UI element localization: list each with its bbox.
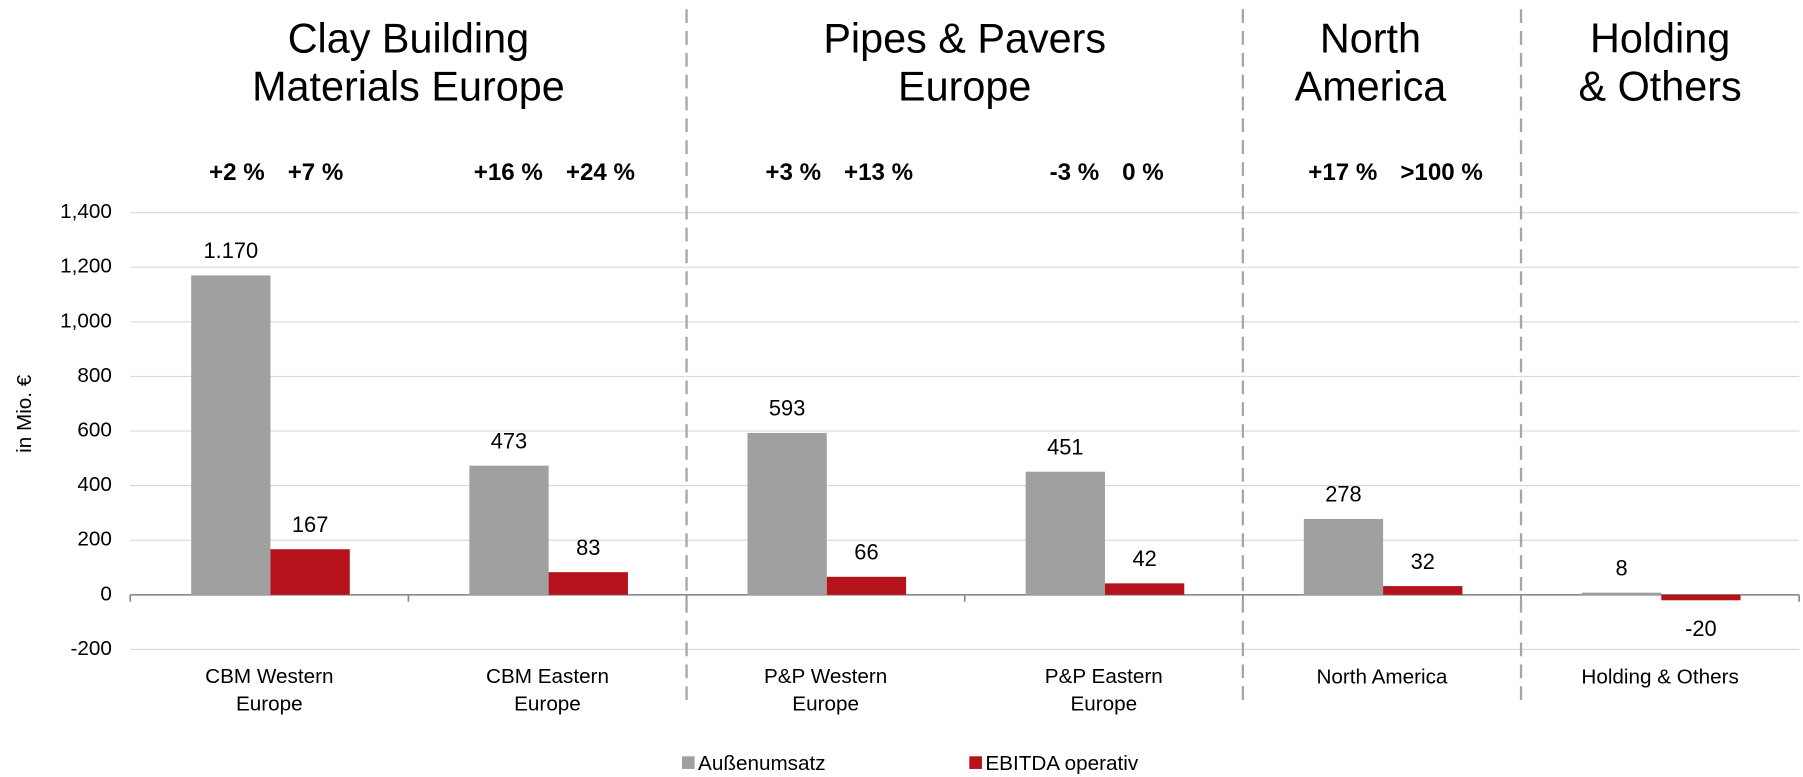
y-tick-label: 800	[77, 364, 111, 387]
growth-label: 0 %	[1122, 159, 1164, 186]
bar	[1104, 583, 1185, 595]
bar	[826, 576, 907, 595]
value-label: 32	[1411, 549, 1435, 574]
value-label: 66	[854, 540, 878, 565]
y-tick-label: 0	[100, 582, 112, 605]
x-tick-label: Holding & Others	[1581, 666, 1738, 689]
value-label: 278	[1325, 482, 1361, 507]
bar	[1383, 586, 1463, 595]
y-tick-label: -200	[70, 637, 111, 660]
x-tick-label: CBM Eastern Europe	[486, 666, 609, 717]
value-label: 593	[769, 396, 805, 421]
group-title: Pipes & Pavers Europe	[823, 15, 1106, 109]
y-tick-label: 1,400	[60, 200, 112, 223]
group-title: North America	[1295, 15, 1447, 109]
growth-label: +13 %	[844, 159, 913, 186]
bar	[191, 275, 271, 595]
x-tick-label: P&P Eastern Europe	[1045, 666, 1163, 717]
bar	[548, 572, 628, 595]
group-title: Clay Building Materials Europe	[252, 15, 565, 109]
bar	[270, 549, 350, 595]
y-tick-label: 200	[77, 528, 111, 551]
value-label: 167	[292, 512, 328, 537]
bar	[1025, 471, 1105, 595]
legend-label: Außenumsatz	[698, 752, 826, 775]
growth-label: +7 %	[288, 159, 344, 186]
y-tick-label: 1,000	[60, 309, 112, 332]
y-tick-label: 1,200	[60, 255, 112, 278]
value-label: 83	[576, 535, 600, 560]
growth-label: +16 %	[474, 159, 543, 186]
y-tick-label: 400	[77, 473, 111, 496]
value-label: -20	[1685, 616, 1717, 641]
growth-label: +3 %	[765, 159, 821, 186]
x-tick-label: CBM Western Europe	[205, 666, 333, 717]
growth-label: +2 %	[209, 159, 265, 186]
value-label: 42	[1132, 546, 1156, 571]
legend-swatch	[681, 756, 695, 769]
bar	[1581, 592, 1662, 595]
y-tick-label: 600	[77, 418, 111, 441]
growth-label: +24 %	[566, 159, 635, 186]
value-label: 473	[491, 428, 527, 453]
growth-label: >100 %	[1400, 159, 1483, 186]
bar	[1661, 594, 1741, 601]
value-label: 8	[1616, 555, 1628, 580]
legend-label: EBITDA operativ	[985, 752, 1138, 775]
group-title: Holding & Others	[1579, 15, 1742, 109]
bar	[469, 465, 549, 595]
growth-label: +17 %	[1308, 159, 1377, 186]
bar	[1303, 518, 1384, 595]
legend-swatch	[969, 756, 982, 769]
value-label: 451	[1047, 434, 1083, 459]
value-label: 1.170	[204, 238, 259, 263]
x-tick-label: North America	[1316, 666, 1447, 689]
growth-label: -3 %	[1050, 159, 1100, 186]
x-tick-label: P&P Western Europe	[764, 666, 887, 717]
y-axis-label: in Mio. €	[13, 374, 36, 453]
bar	[747, 432, 827, 595]
